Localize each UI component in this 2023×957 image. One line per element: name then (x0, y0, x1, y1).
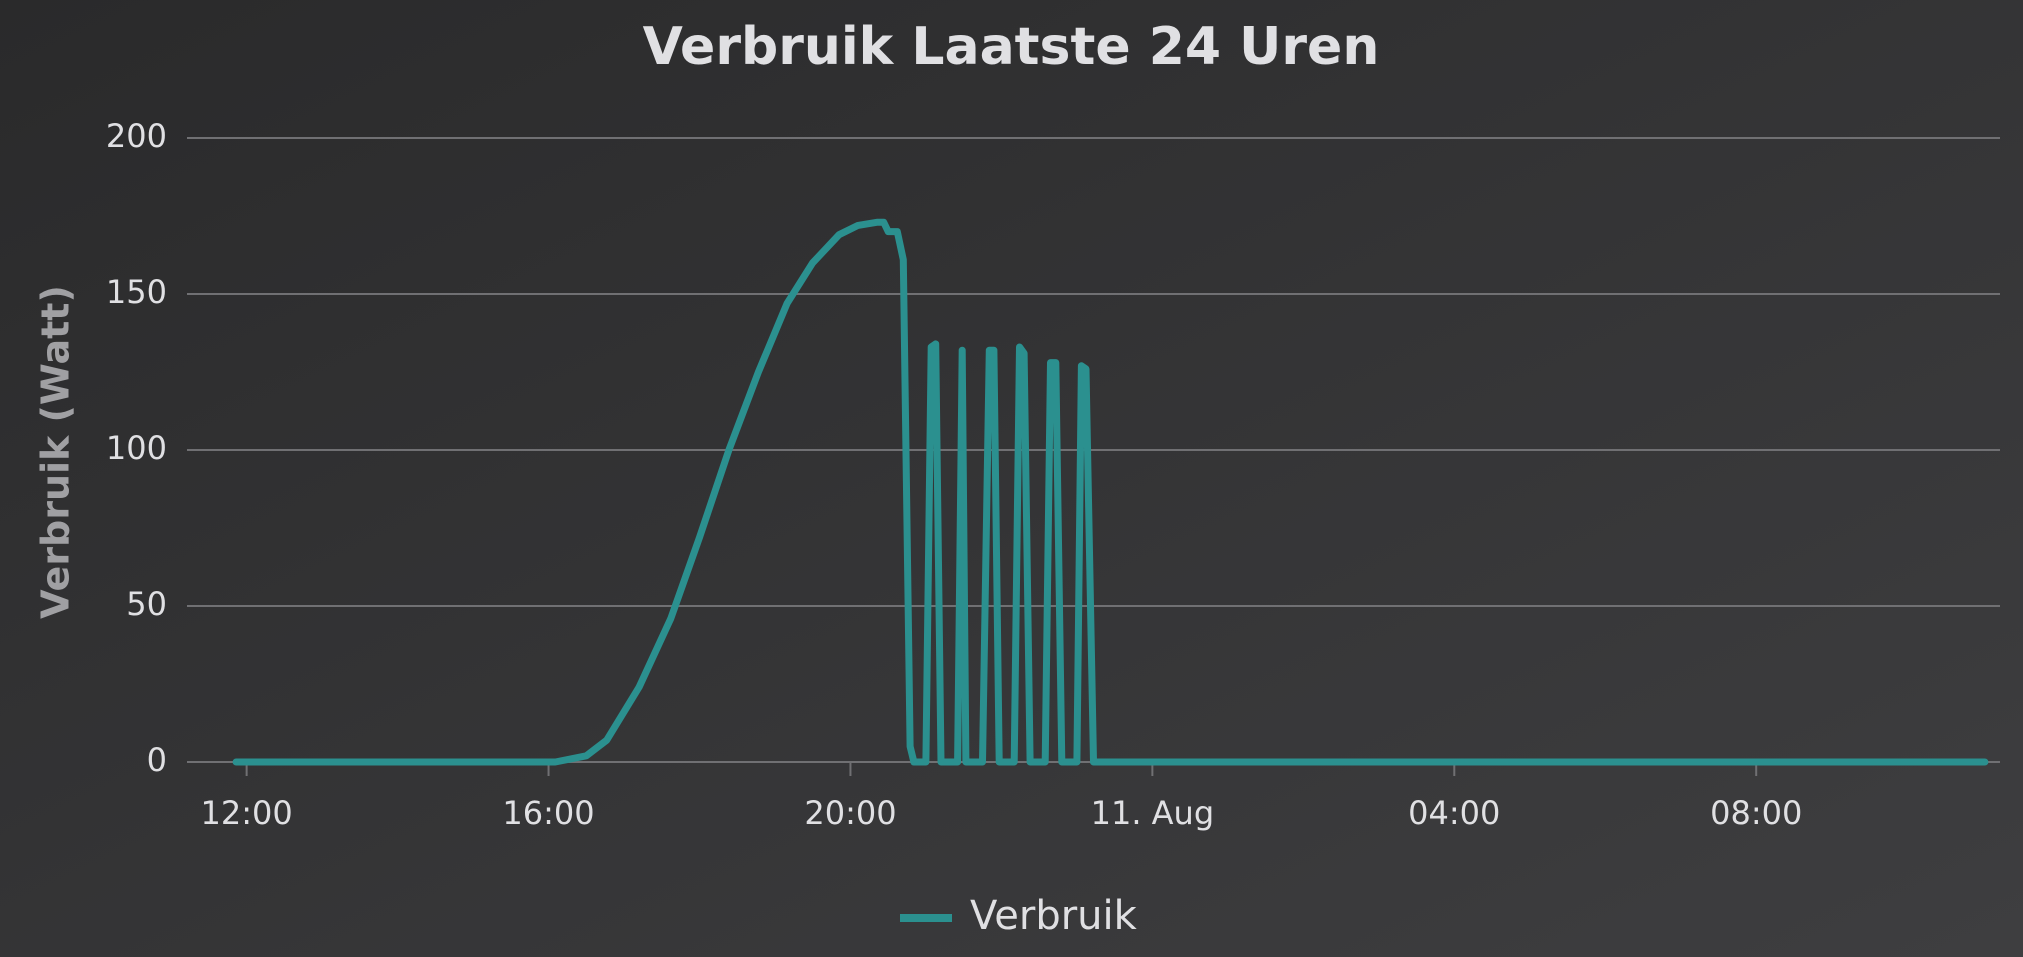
data-line (232, 218, 1989, 766)
x-tick-label: 08:00 (1710, 794, 1802, 832)
y-tick-label: 150 (106, 273, 167, 311)
y-tick-label: 50 (126, 585, 167, 623)
y-tick-label: 200 (106, 117, 167, 155)
legend-label: Verbruik (970, 893, 1138, 939)
x-tick-label: 04:00 (1408, 794, 1500, 832)
x-tick-label: 20:00 (804, 794, 896, 832)
chart-title: Verbruik Laatste 24 Uren (643, 17, 1380, 77)
x-tick-label: 16:00 (502, 794, 594, 832)
y-tick-label: 100 (106, 429, 167, 467)
y-tick-label: 0 (147, 741, 167, 779)
x-tick-label: 11. Aug (1091, 794, 1215, 832)
y-axis-title: Verbruik (Watt) (34, 285, 78, 619)
x-tick-label: 12:00 (201, 794, 293, 832)
